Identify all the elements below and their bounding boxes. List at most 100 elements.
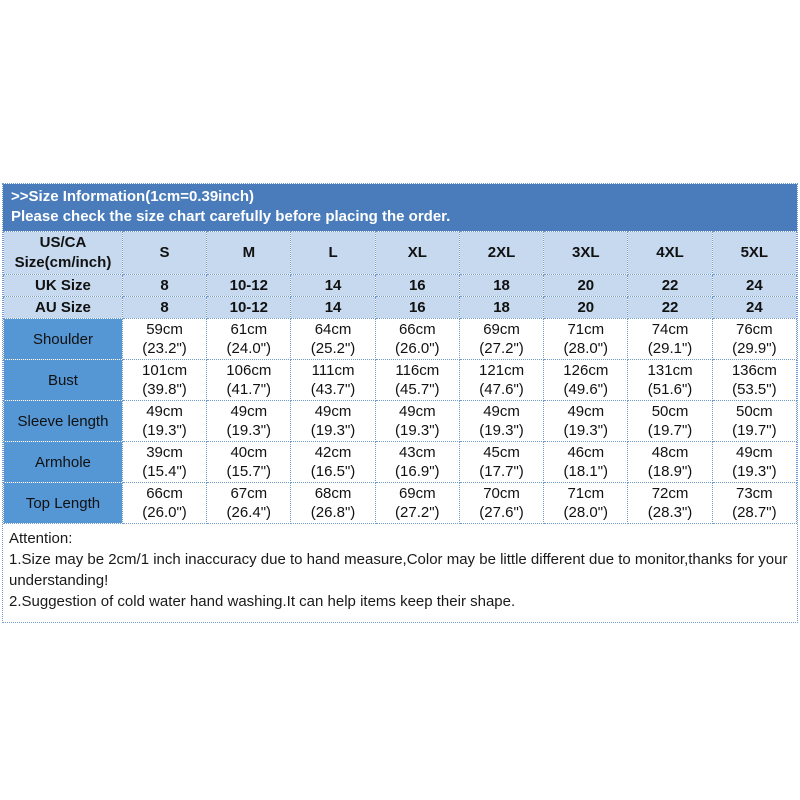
inch-value: (25.2") — [310, 340, 356, 357]
measurement-cell: 50cm (19.7") — [627, 400, 713, 442]
row-label-bust: Bust — [3, 359, 123, 401]
uk-size-value: 18 — [458, 274, 545, 297]
measurement-cell: 61cm (24.0") — [206, 318, 292, 360]
measurement-cell: 70cm (27.6") — [458, 482, 545, 524]
measurement-cell: 76cm (29.9") — [711, 318, 798, 360]
inch-value: (16.9") — [395, 463, 440, 480]
cm-value: 46cm — [567, 444, 605, 461]
inch-value: (18.1") — [563, 463, 609, 480]
cm-value: 116cm — [395, 362, 440, 379]
inch-value: (26.8") — [310, 504, 356, 521]
measurement-cell: 43cm (16.9") — [374, 441, 460, 483]
inch-value: (29.9") — [732, 340, 777, 357]
measurement-cell: 73cm (28.7") — [711, 482, 798, 524]
cm-value: 39cm — [146, 444, 183, 461]
measurement-cell: 69cm (27.2") — [458, 318, 545, 360]
column-header-xl: XL — [374, 231, 460, 275]
cm-value: 49cm — [567, 403, 605, 420]
uk-size-value: 14 — [290, 274, 376, 297]
cm-value: 126cm — [563, 362, 609, 379]
uk-size-value: 16 — [374, 274, 460, 297]
measurement-cell: 66cm (26.0") — [121, 482, 208, 524]
column-header-5xl: 5XL — [711, 231, 798, 275]
cm-value: 59cm — [146, 321, 183, 338]
measurement-cell: 136cm (53.5") — [711, 359, 798, 401]
measurement-cell: 74cm (29.1") — [627, 318, 713, 360]
measurement-cell: 111cm (43.7") — [290, 359, 376, 401]
measurement-cell: 131cm (51.6") — [627, 359, 713, 401]
inch-value: (19.3") — [479, 422, 524, 439]
cm-value: 121cm — [479, 362, 525, 379]
inch-value: (26.4") — [226, 504, 272, 521]
inch-value: (51.6") — [647, 381, 693, 398]
inch-value: (27.2") — [395, 504, 440, 521]
measurement-cell: 59cm (23.2") — [121, 318, 208, 360]
inch-value: (18.9") — [647, 463, 693, 480]
inch-value: (28.3") — [647, 504, 693, 521]
inch-value: (19.3") — [732, 463, 777, 480]
measurement-cell: 64cm (25.2") — [290, 318, 376, 360]
cm-value: 49cm — [230, 403, 268, 420]
cm-value: 131cm — [647, 362, 693, 379]
cm-value: 50cm — [651, 403, 689, 420]
cm-value: 48cm — [651, 444, 689, 461]
au-size-value: 18 — [458, 296, 545, 319]
cm-value: 50cm — [736, 403, 773, 420]
inch-value: (17.7") — [479, 463, 524, 480]
measurement-cell: 49cm (19.3") — [206, 400, 292, 442]
cm-value: 136cm — [731, 362, 777, 379]
uk-size-row: UK Size 8 10-12 14 16 18 20 22 24 — [3, 274, 798, 297]
measurement-cell: 49cm (19.3") — [121, 400, 208, 442]
cm-value: 64cm — [314, 321, 352, 338]
cm-value: 69cm — [398, 485, 436, 502]
cm-value: 45cm — [483, 444, 520, 461]
uk-size-value: 10-12 — [206, 274, 292, 297]
cm-value: 76cm — [736, 321, 773, 338]
column-header-2xl: 2XL — [458, 231, 545, 275]
inch-value: (15.4") — [142, 463, 187, 480]
inch-value: (28.7") — [732, 504, 777, 521]
uk-size-value: 8 — [121, 274, 208, 297]
inch-value: (19.7") — [732, 422, 777, 439]
inch-value: (49.6") — [563, 381, 609, 398]
cm-value: 66cm — [398, 321, 436, 338]
cm-value: 61cm — [230, 321, 268, 338]
measurement-cell: 45cm (17.7") — [458, 441, 545, 483]
au-size-row: AU Size 8 10-12 14 16 18 20 22 24 — [3, 296, 798, 319]
au-size-value: 20 — [543, 296, 629, 319]
row-label-armhole: Armhole — [3, 441, 123, 483]
corner-header-cell: US/CA Size(cm/inch) — [3, 231, 123, 275]
uk-size-value: 24 — [711, 274, 798, 297]
cm-value: 101cm — [142, 362, 188, 379]
inch-value: (29.1") — [647, 340, 693, 357]
inch-value: (45.7") — [395, 381, 440, 398]
cm-value: 71cm — [567, 321, 605, 338]
measurement-cell: 49cm (19.3") — [290, 400, 376, 442]
inch-value: (19.3") — [226, 422, 272, 439]
cm-value: 40cm — [230, 444, 268, 461]
inch-value: (26.0") — [142, 504, 187, 521]
measurement-cell: 106cm (41.7") — [206, 359, 292, 401]
measurement-cell: 66cm (26.0") — [374, 318, 460, 360]
size-chart-table: US/CA Size(cm/inch) S M L XL 2XL 3XL 4XL… — [3, 231, 798, 524]
measurement-cell: 69cm (27.2") — [374, 482, 460, 524]
cm-value: 67cm — [230, 485, 268, 502]
measurement-cell: 40cm (15.7") — [206, 441, 292, 483]
measurement-cell: 67cm (26.4") — [206, 482, 292, 524]
inch-value: (26.0") — [395, 340, 440, 357]
cm-value: 73cm — [736, 485, 773, 502]
cm-value: 66cm — [146, 485, 183, 502]
inch-value: (19.3") — [395, 422, 440, 439]
attention-note-2: 2.Suggestion of cold water hand washing.… — [9, 593, 516, 610]
cm-value: 49cm — [736, 444, 773, 461]
measurement-cell: 72cm (28.3") — [627, 482, 713, 524]
measurement-cell: 48cm (18.9") — [627, 441, 713, 483]
inch-value: (15.7") — [226, 463, 272, 480]
column-header-l: L — [290, 231, 376, 275]
row-label-top-length: Top Length — [3, 482, 123, 524]
au-size-value: 8 — [121, 296, 208, 319]
inch-value: (19.3") — [142, 422, 187, 439]
uk-size-label: UK Size — [3, 274, 123, 297]
measurement-cell: 49cm (19.3") — [458, 400, 545, 442]
